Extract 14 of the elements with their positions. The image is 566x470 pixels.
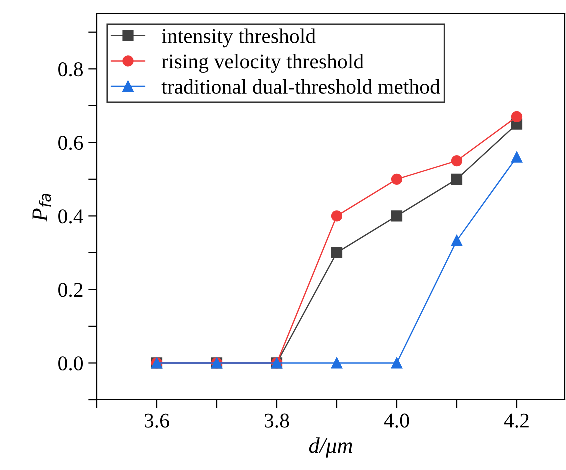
y-tick-label: 0.8 <box>58 62 84 77</box>
x-tick-label: 3.6 <box>144 414 170 428</box>
y-tick-label: 0.2 <box>58 283 83 298</box>
legend-label: intensity threshold <box>162 28 316 48</box>
y-tick-label: 0.0 <box>58 356 84 371</box>
x-axis-title: d/μm <box>309 438 352 458</box>
x-tick-label: 4.0 <box>384 414 410 428</box>
legend-label: traditional dual-threshold method <box>162 79 440 94</box>
legend-label: rising velocity threshold <box>162 54 364 73</box>
y-axis-title: P$_{fa}$ <box>32 194 52 222</box>
x-tick-label: 3.8 <box>264 414 290 428</box>
y-tick-label: 0.6 <box>58 136 84 150</box>
x-tick-label: 4.2 <box>504 414 529 428</box>
y-tick-label: 0.4 <box>58 210 84 224</box>
